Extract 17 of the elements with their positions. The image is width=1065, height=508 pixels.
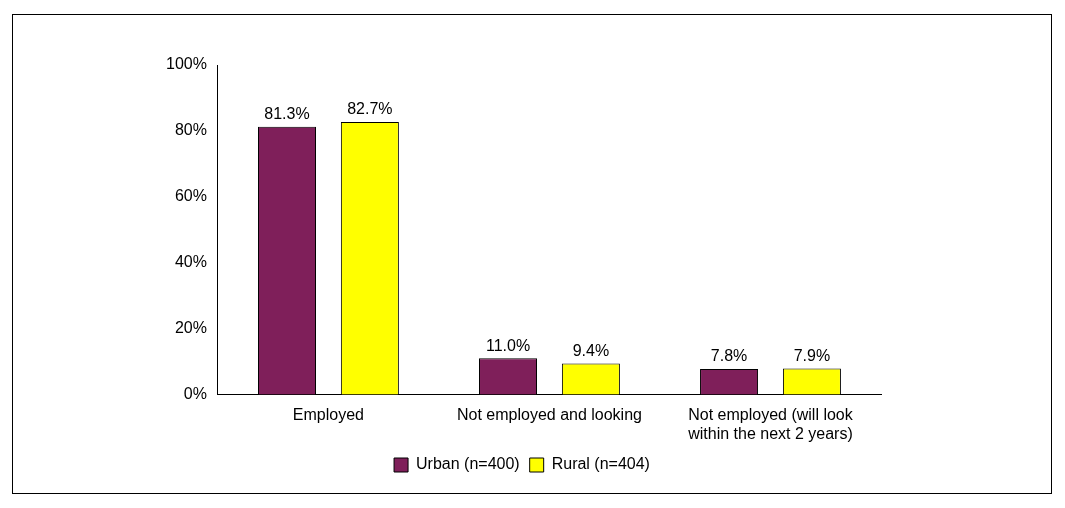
x-tick-label: Not employed (will look within the next 2 years) xyxy=(687,405,854,442)
data-label: 11.0% xyxy=(485,336,531,354)
data-label: 82.7% xyxy=(347,100,393,118)
data-label: 7.8% xyxy=(710,347,748,365)
y-tick-label: 20% xyxy=(174,319,207,337)
data-label: 9.4% xyxy=(572,342,610,360)
y-tick-label: 0% xyxy=(183,385,207,403)
legend-label: Urban (n=400) xyxy=(416,455,520,473)
y-tick-label: 100% xyxy=(166,55,207,73)
data-label: 7.9% xyxy=(793,346,831,364)
legend-label: Rural (n=404) xyxy=(551,455,650,473)
y-tick-label: 80% xyxy=(174,121,207,139)
data-label: 81.3% xyxy=(264,105,310,123)
x-tick-label: Employed xyxy=(292,405,365,423)
y-tick-label: 40% xyxy=(174,253,207,271)
y-tick-label: 60% xyxy=(174,187,207,205)
x-tick-label: Not employed and looking xyxy=(456,405,642,423)
